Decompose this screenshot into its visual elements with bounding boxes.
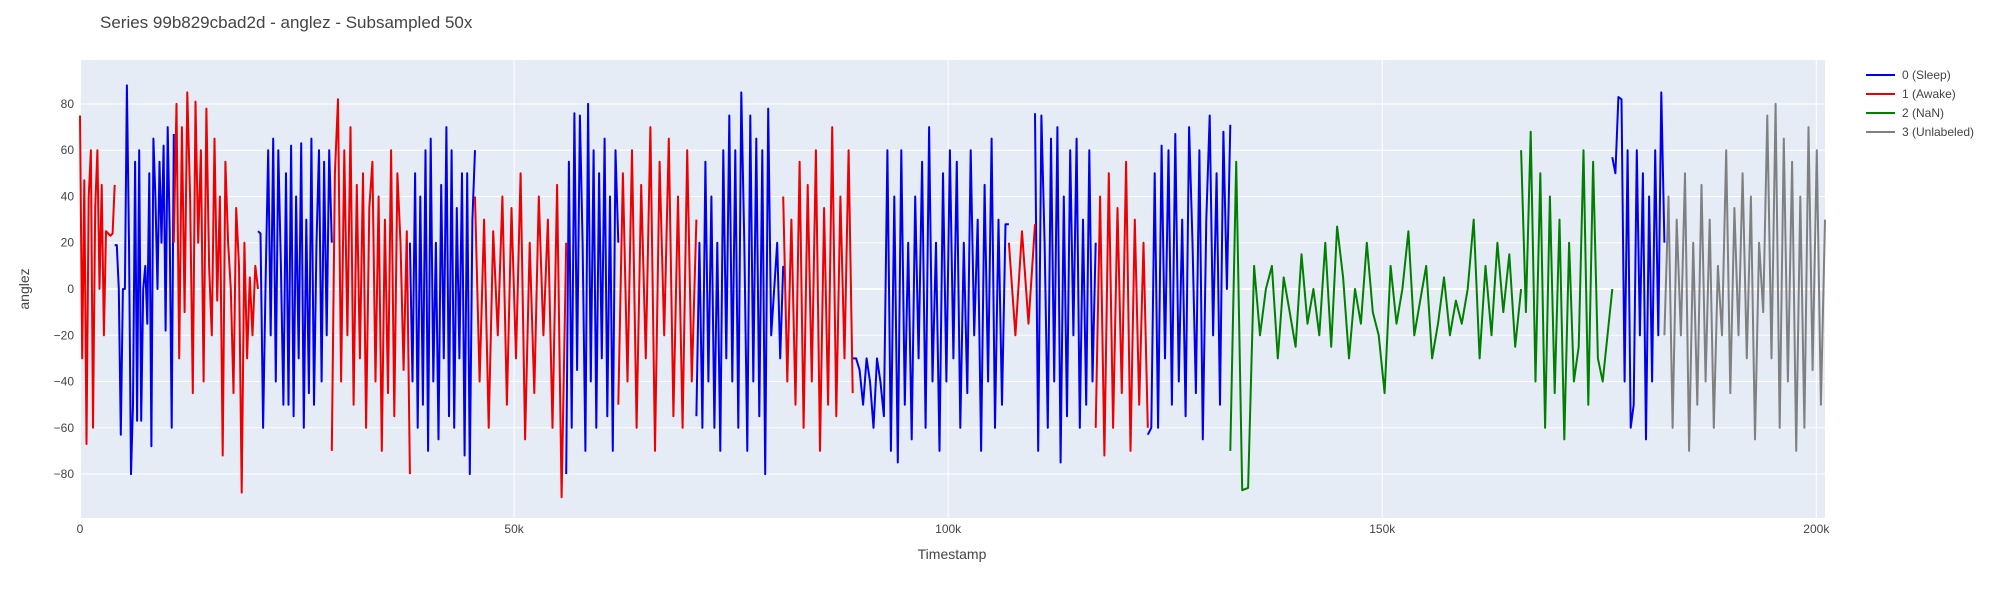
y-axis-title: anglez xyxy=(16,268,32,309)
series-line-1-segment-6 xyxy=(1007,224,1036,337)
x-tick-label: 0 xyxy=(77,522,84,536)
x-axis-title: Timestamp xyxy=(918,546,987,562)
series-line-2-segment-0 xyxy=(1229,160,1523,492)
tick-labels: −80 −60 −40 −20 0 20 40 60 80 0 50k 100k 150k 200k xyxy=(54,97,1831,536)
series-line-0-segment-6 xyxy=(1034,113,1097,464)
series-line-1-segment-7 xyxy=(1094,160,1149,457)
legend-item[interactable]: 2 (NaN) xyxy=(1866,106,1944,120)
series-line-0-segment-1 xyxy=(257,137,333,429)
legend-label: 2 (NaN) xyxy=(1902,106,1944,120)
legend-item[interactable]: 3 (Unlabeled) xyxy=(1866,125,1974,139)
series-line-1-segment-0 xyxy=(79,115,116,445)
series-line-1-segment-4 xyxy=(617,126,698,452)
series-line-0-segment-5 xyxy=(852,126,1009,464)
series-line-2-segment-1 xyxy=(1520,130,1614,441)
y-tick-label: −20 xyxy=(54,328,75,342)
series-line-0-segment-8 xyxy=(1611,91,1666,441)
series-line-1-segment-3 xyxy=(474,172,568,499)
series-line-0-segment-7 xyxy=(1146,114,1232,441)
series-line-0-segment-2 xyxy=(408,126,476,476)
legend-item[interactable]: 0 (Sleep) xyxy=(1866,68,1951,82)
series-line-1-segment-1 xyxy=(172,91,259,494)
series-lines xyxy=(79,84,1826,499)
y-tick-label: 60 xyxy=(61,143,75,157)
series-line-3-segment-0 xyxy=(1663,102,1826,452)
y-tick-label: 0 xyxy=(67,282,74,296)
x-tick-label: 50k xyxy=(504,522,524,536)
y-tick-label: 20 xyxy=(61,236,75,250)
series-line-0-segment-3 xyxy=(565,102,620,475)
legend-item[interactable]: 1 (Awake) xyxy=(1866,87,1956,101)
series-line-1-segment-2 xyxy=(330,98,411,475)
y-tick-label: −80 xyxy=(54,467,75,481)
x-tick-label: 150k xyxy=(1369,522,1396,536)
legend: 0 (Sleep) 1 (Awake) 2 (NaN) 3 (Unlabeled) xyxy=(1866,68,1974,139)
series-line-0-segment-0 xyxy=(114,84,175,476)
x-tick-label: 200k xyxy=(1803,522,1830,536)
y-tick-label: 40 xyxy=(61,189,75,203)
legend-label: 0 (Sleep) xyxy=(1902,68,1951,82)
legend-label: 3 (Unlabeled) xyxy=(1902,125,1974,139)
y-tick-label: −40 xyxy=(54,375,75,389)
series-line-0-segment-4 xyxy=(695,91,785,476)
chart-title: Series 99b829cbad2d - anglez - Subsample… xyxy=(100,13,473,32)
legend-label: 1 (Awake) xyxy=(1902,87,1956,101)
series-line-1-segment-5 xyxy=(782,126,854,452)
x-tick-label: 100k xyxy=(935,522,962,536)
y-tick-label: −60 xyxy=(54,421,75,435)
y-tick-label: 80 xyxy=(61,97,75,111)
